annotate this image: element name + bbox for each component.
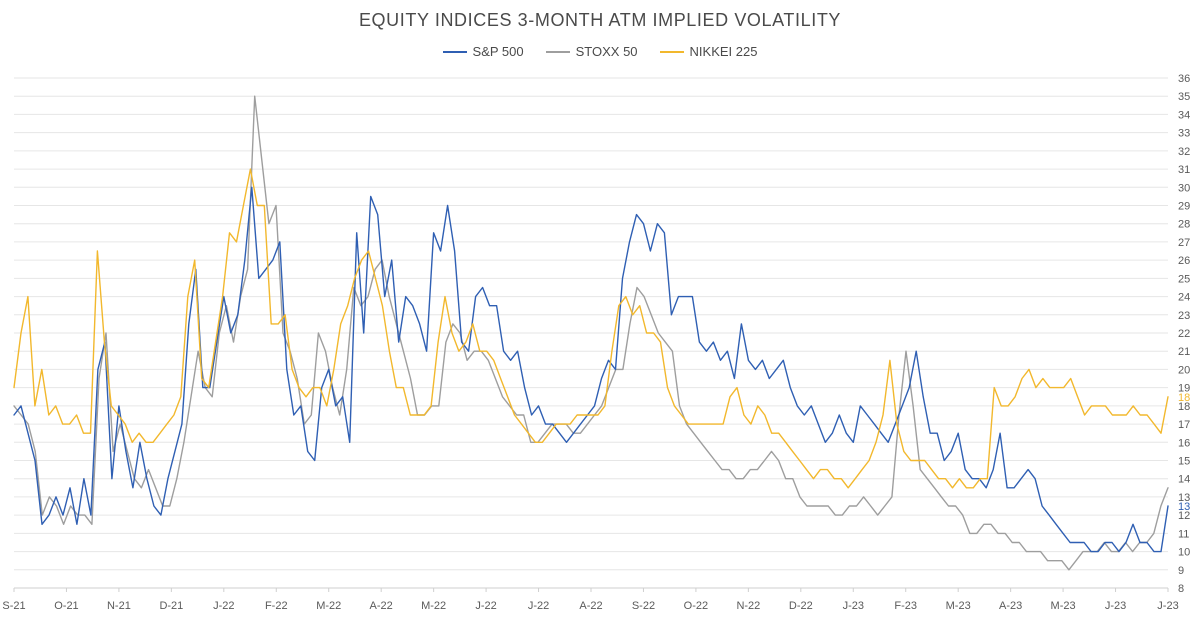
y-tick-label: 33 bbox=[1178, 128, 1190, 140]
legend-item-sp500[interactable]: S&P 500 bbox=[442, 44, 524, 59]
x-tick-label: D-22 bbox=[789, 600, 813, 612]
x-tick-label: J-22 bbox=[528, 600, 549, 612]
series-line-stoxx50 bbox=[13, 95, 1169, 571]
legend-swatch-sp500 bbox=[442, 50, 467, 53]
y-tick-label: 36 bbox=[1178, 73, 1190, 85]
y-tick-label: 21 bbox=[1178, 346, 1190, 358]
y-tick-label: 26 bbox=[1178, 255, 1190, 267]
y-tick-label: 31 bbox=[1178, 164, 1190, 176]
y-tick-label: 11 bbox=[1178, 528, 1189, 540]
y-tick-label: 17 bbox=[1178, 419, 1190, 431]
x-tick-label: O-21 bbox=[54, 600, 78, 612]
y-tick-label: 9 bbox=[1178, 565, 1184, 577]
chart-title: EQUITY INDICES 3-MONTH ATM IMPLIED VOLAT… bbox=[358, 10, 842, 30]
y-tick-label: 34 bbox=[1178, 109, 1190, 121]
y-tick-label: 23 bbox=[1178, 310, 1190, 322]
legend-label-nikkei225: NIKKEI 225 bbox=[689, 44, 758, 59]
x-tick-label: F-23 bbox=[894, 600, 917, 612]
x-tick-label: M-23 bbox=[1051, 600, 1076, 612]
x-tick-label: N-21 bbox=[107, 600, 131, 612]
x-tick-label: F-22 bbox=[265, 600, 288, 612]
x-tick-label: M-22 bbox=[421, 600, 446, 612]
y-tick-label: 16 bbox=[1178, 437, 1190, 449]
x-tick-label: J-23 bbox=[843, 600, 864, 612]
x-tick-label: S-22 bbox=[632, 600, 655, 612]
x-tick-label: A-22 bbox=[370, 600, 393, 612]
y-tick-label: 18 bbox=[1178, 401, 1190, 413]
y-tick-label: 24 bbox=[1178, 292, 1190, 304]
x-tick-label: J-23 bbox=[1157, 600, 1178, 612]
x-tick-label: S-21 bbox=[2, 600, 25, 612]
x-tick-label: A-23 bbox=[999, 600, 1022, 612]
y-tick-label: 28 bbox=[1178, 219, 1190, 231]
series-line-nikkei225 bbox=[13, 168, 1169, 489]
x-tick-label: M-22 bbox=[316, 600, 341, 612]
x-tick-label: J-23 bbox=[1105, 600, 1126, 612]
legend-item-stoxx50[interactable]: STOXX 50 bbox=[545, 44, 638, 59]
x-tick-label: J-22 bbox=[213, 600, 234, 612]
end-value-label: 18 bbox=[1178, 392, 1190, 404]
x-tick-label: J-22 bbox=[475, 600, 496, 612]
legend-label-stoxx50: STOXX 50 bbox=[575, 44, 638, 59]
y-tick-label: 14 bbox=[1178, 474, 1190, 486]
y-tick-label: 35 bbox=[1178, 91, 1190, 103]
series-line-sp500 bbox=[13, 186, 1169, 553]
y-tick-label: 30 bbox=[1178, 182, 1190, 194]
y-tick-label: 25 bbox=[1178, 273, 1190, 285]
end-value-label: 13 bbox=[1178, 501, 1190, 513]
x-tick-label: D-21 bbox=[159, 600, 183, 612]
x-tick-label: A-22 bbox=[579, 600, 602, 612]
y-tick-label: 15 bbox=[1178, 456, 1190, 468]
y-tick-label: 13 bbox=[1178, 492, 1190, 504]
y-tick-label: 29 bbox=[1178, 201, 1190, 213]
y-tick-label: 19 bbox=[1178, 383, 1190, 395]
y-tick-label: 20 bbox=[1178, 364, 1190, 376]
y-tick-label: 32 bbox=[1178, 146, 1190, 158]
legend-label-sp500: S&P 500 bbox=[472, 44, 524, 59]
y-tick-label: 22 bbox=[1178, 328, 1190, 340]
x-tick-label: O-22 bbox=[684, 600, 708, 612]
x-tick-label: M-23 bbox=[946, 600, 971, 612]
x-tick-label: N-22 bbox=[736, 600, 760, 612]
y-tick-label: 12 bbox=[1178, 510, 1190, 522]
y-tick-label: 27 bbox=[1178, 237, 1190, 249]
y-tick-label: 10 bbox=[1178, 547, 1190, 559]
legend-swatch-nikkei225 bbox=[659, 50, 684, 53]
legend-item-nikkei225[interactable]: NIKKEI 225 bbox=[659, 44, 758, 59]
legend-swatch-stoxx50 bbox=[545, 50, 570, 53]
y-tick-label: 8 bbox=[1178, 583, 1184, 595]
chart-legend: S&P 500 STOXX 50 NIKKEI 225 bbox=[0, 44, 1200, 59]
